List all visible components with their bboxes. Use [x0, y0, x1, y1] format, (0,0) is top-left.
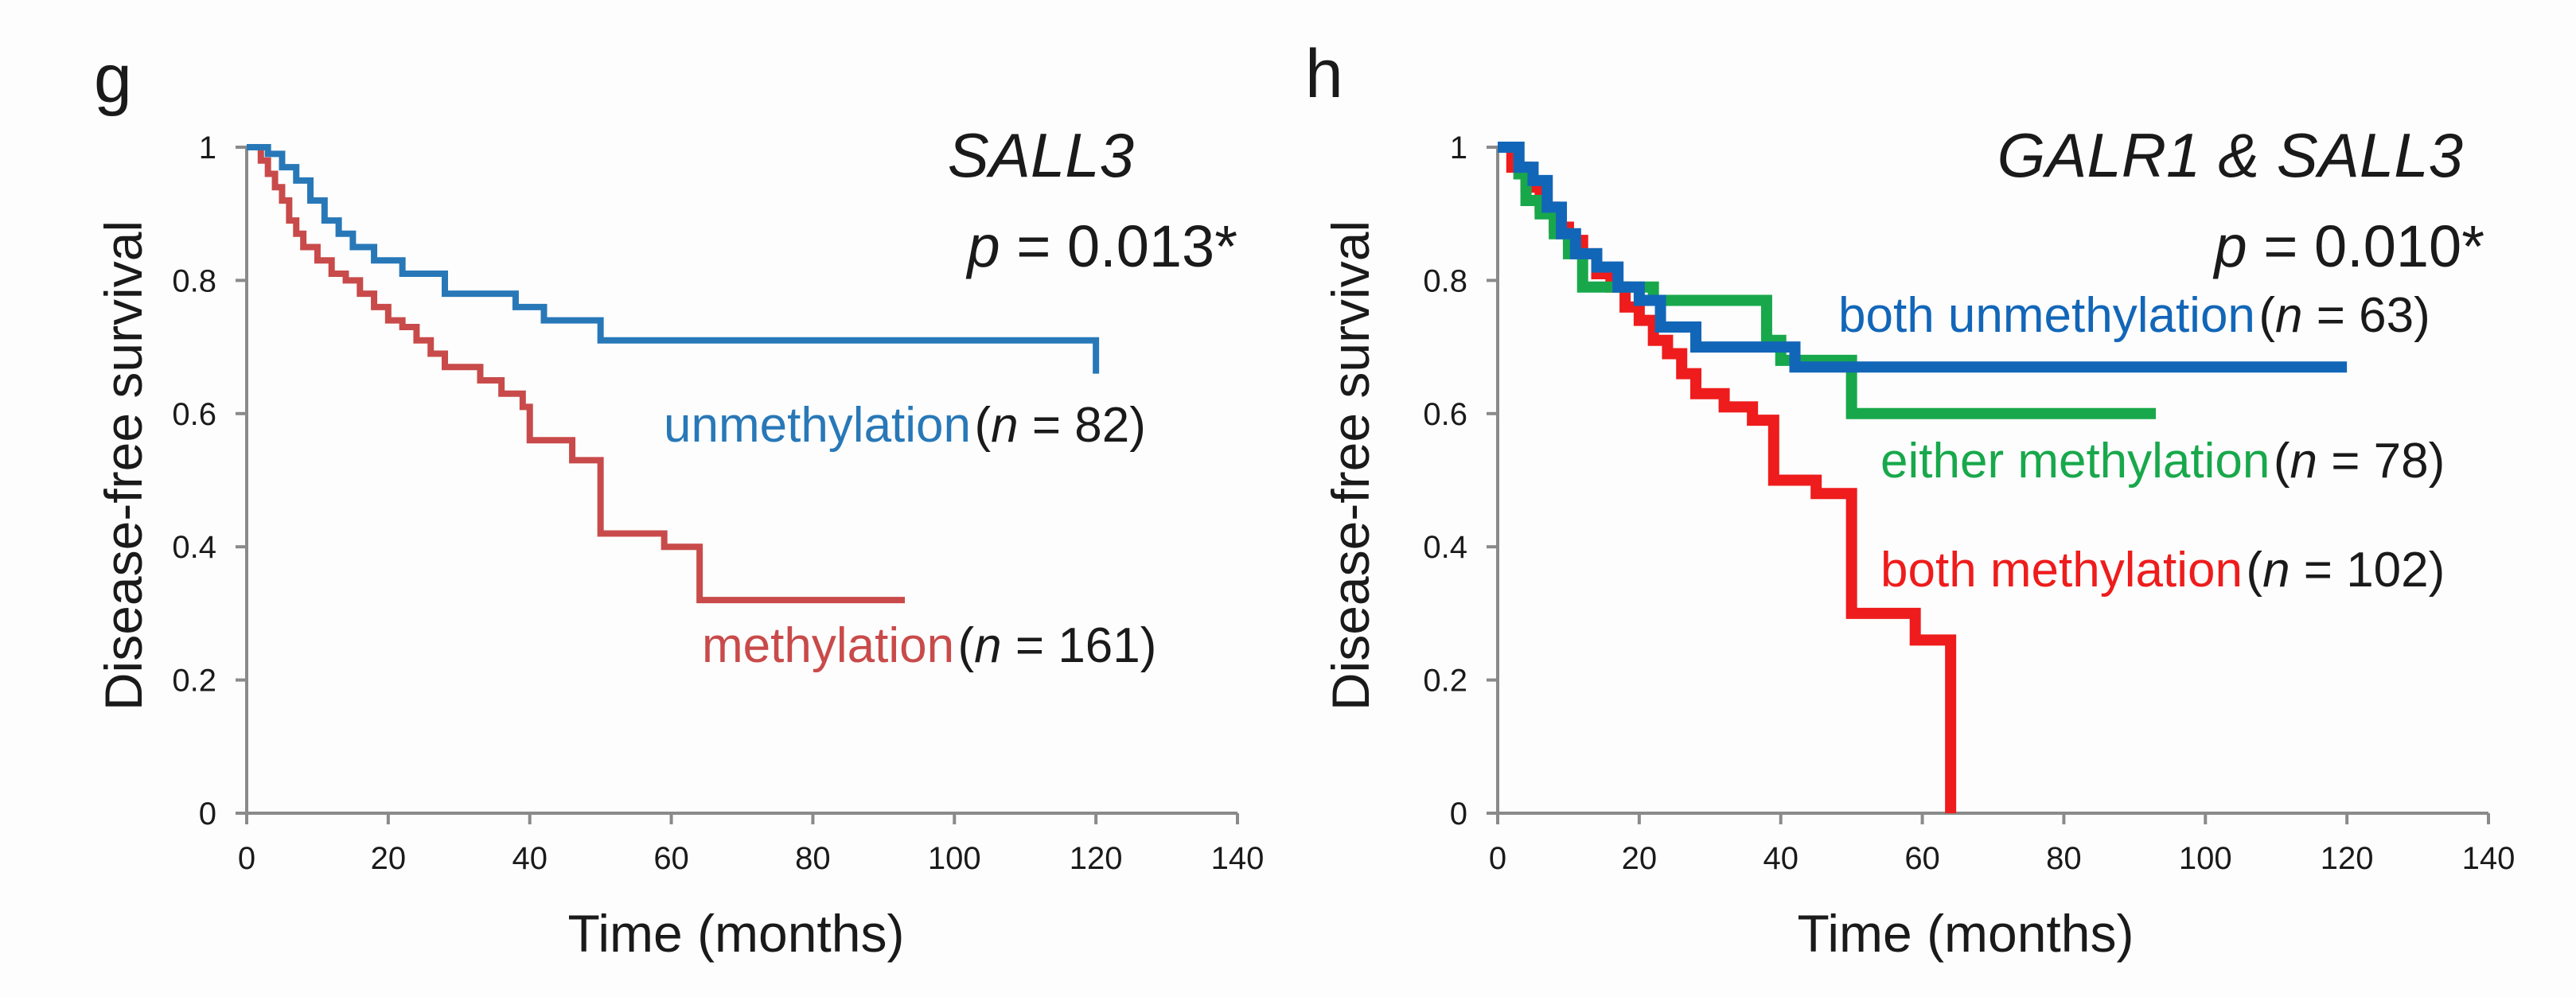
panel-h-y-tick-label: 0.6 — [1423, 397, 1467, 432]
panel-g-legend-unmethylation: unmethylation (n = 82) — [664, 398, 1146, 453]
panel-g-y-tick-label: 0.8 — [172, 263, 216, 298]
legend-n-value: = 78) — [2317, 434, 2445, 489]
legend-n-open: ( — [958, 618, 975, 673]
legend-name: both unmethylation — [1838, 288, 2255, 343]
legend-n-open: ( — [2246, 543, 2262, 598]
panel-g-curves — [247, 144, 1100, 604]
panel-g-y-axis-title: Disease-free survival — [94, 220, 153, 711]
panel-g-p-symbol: p — [966, 213, 1000, 279]
legend-name: either methylation — [1880, 434, 2270, 489]
legend-n-symbol: n — [2262, 543, 2290, 598]
legend-n-symbol: n — [974, 618, 1001, 673]
panel-g-letter: g — [94, 41, 132, 117]
panel-h-x-tick-label: 40 — [1763, 841, 1799, 876]
panel-h-y-tick-label: 0 — [1450, 796, 1467, 831]
legend-n-symbol: n — [2275, 288, 2302, 343]
panel-g-x-tick-label: 120 — [1070, 841, 1123, 876]
panel-h-curve-both-unmethylation — [1498, 142, 2348, 373]
panel-g-x-tick-label: 40 — [512, 841, 548, 876]
legend-n-value: = 63) — [2303, 288, 2430, 343]
panel-g-x-tick-label: 20 — [371, 841, 407, 876]
panel-g-curve-methylation — [247, 144, 906, 604]
panel-h-legend-both-methylation: both methylation (n = 102) — [1880, 543, 2445, 598]
panel-g-x-tick-label: 0 — [238, 841, 255, 876]
panel-h-x-tick-label: 120 — [2321, 841, 2374, 876]
legend-n-value: = 82) — [1019, 398, 1146, 453]
panel-h-y-axis-title: Disease-free survival — [1321, 220, 1380, 711]
panel-h: h Disease-free survival Time (months) 0 2… — [1305, 36, 2515, 963]
panel-g-curve-unmethylation — [247, 144, 1100, 374]
panel-g-legend-methylation: methylation (n = 161) — [702, 618, 1156, 673]
panel-g-p-value: p = 0.013* — [966, 213, 1237, 279]
panel-h-letter: h — [1305, 36, 1343, 112]
legend-n-open: ( — [2274, 434, 2290, 489]
panel-h-x-tick-label: 80 — [2046, 841, 2082, 876]
panel-h-legend-either-methylation: either methylation (n = 78) — [1880, 434, 2445, 489]
panel-h-y-tick-label: 1 — [1450, 130, 1467, 166]
panel-h-y-tick-label: 0.2 — [1423, 664, 1467, 699]
panel-g-y-tick-label: 1 — [199, 130, 216, 166]
panel-g-x-tick-label: 60 — [653, 841, 689, 876]
panel-h-y-tick-label: 0.4 — [1423, 530, 1467, 565]
panel-g-x-tick-label: 140 — [1211, 841, 1265, 876]
panel-h-x-axis-title: Time (months) — [1798, 904, 2134, 963]
panel-h-p-symbol: p — [2213, 213, 2247, 279]
legend-n-open: ( — [2258, 288, 2275, 343]
panel-g: g Disease-free survival Time (months) 0 2… — [94, 41, 1264, 963]
legend-n-symbol: n — [991, 398, 1018, 453]
panel-g-axes: 0 20 40 60 80 100 120 140 0 0.2 0.4 0.6 0.8 1 — [172, 130, 1264, 876]
panel-h-axes: 0 20 40 60 80 100 120 140 0 0.2 0.4 0.6 0.8 1 — [1423, 130, 2515, 876]
legend-name: unmethylation — [664, 398, 971, 453]
panel-h-x-tick-label: 140 — [2462, 841, 2516, 876]
legend-n-value: = 161) — [1002, 618, 1157, 673]
legend-name: methylation — [702, 618, 954, 673]
panel-g-y-tick-label: 0.4 — [172, 530, 216, 565]
legend-name: both methylation — [1880, 543, 2243, 598]
panel-h-x-tick-label: 20 — [1622, 841, 1658, 876]
panel-g-gene-title: SALL3 — [948, 120, 1134, 190]
panel-h-x-tick-label: 0 — [1489, 841, 1506, 876]
panel-g-y-tick-label: 0.2 — [172, 664, 216, 699]
panel-g-y-tick-label: 0 — [199, 796, 216, 831]
panel-g-x-tick-label: 100 — [928, 841, 981, 876]
panel-h-x-tick-label: 60 — [1904, 841, 1940, 876]
legend-n-symbol: n — [2290, 434, 2317, 489]
legend-n-value: = 102) — [2290, 543, 2445, 598]
panel-h-legend-both-unmethylation: both unmethylation (n = 63) — [1838, 288, 2430, 343]
panel-h-y-tick-label: 0.8 — [1423, 263, 1467, 298]
panel-g-x-tick-label: 80 — [795, 841, 831, 876]
panel-h-x-tick-label: 100 — [2179, 841, 2232, 876]
panel-g-x-axis-title: Time (months) — [568, 904, 905, 963]
panel-h-curves — [1498, 142, 2348, 813]
panel-g-y-tick-label: 0.6 — [172, 397, 216, 432]
legend-n-open: ( — [974, 398, 991, 453]
panel-h-p-number: = 0.010* — [2247, 213, 2484, 279]
panel-h-gene-title: GALR1 & SALL3 — [1997, 120, 2463, 190]
panel-g-p-number: = 0.013* — [1000, 213, 1237, 279]
panel-h-p-value: p = 0.010* — [2213, 213, 2484, 279]
